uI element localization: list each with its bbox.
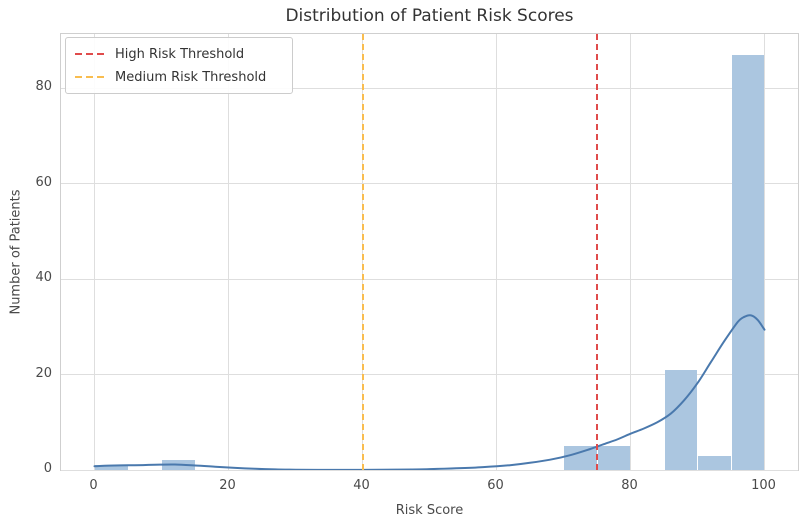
- x-tick-label: 20: [219, 478, 236, 493]
- legend: High Risk Threshold Medium Risk Threshol…: [65, 37, 293, 94]
- y-tick-label: 40: [35, 270, 52, 286]
- legend-item-medium-risk: Medium Risk Threshold: [75, 68, 282, 86]
- x-tick-label: 80: [621, 478, 638, 493]
- x-tick-label: 40: [353, 478, 370, 493]
- legend-item-high-risk: High Risk Threshold: [75, 45, 282, 63]
- threshold-line-high: [596, 34, 598, 470]
- gridline: [94, 34, 95, 470]
- y-tick-label: 60: [35, 174, 52, 190]
- gridline: [61, 183, 798, 185]
- histogram-bar: [162, 460, 195, 470]
- y-axis-label: Number of Patients: [8, 189, 24, 315]
- x-axis-label: Risk Score: [395, 503, 464, 518]
- legend-label: Medium Risk Threshold: [115, 69, 267, 85]
- x-tick-label: 0: [89, 478, 98, 493]
- x-tick-label: 100: [751, 478, 776, 493]
- gridline: [764, 34, 765, 470]
- legend-label: High Risk Threshold: [115, 46, 245, 62]
- gridline: [61, 469, 798, 471]
- gridline: [630, 34, 631, 470]
- histogram-bar: [731, 54, 764, 470]
- histogram-bar: [597, 446, 630, 470]
- gridline: [228, 34, 229, 470]
- histogram-bar: [664, 369, 697, 470]
- histogram-bar: [564, 446, 597, 470]
- chart-title: Distribution of Patient Risk Scores: [285, 6, 574, 26]
- y-tick-label: 80: [35, 79, 52, 95]
- medium-risk-dashed-line-swatch: [75, 76, 105, 78]
- gridline: [496, 34, 497, 470]
- gridline: [61, 278, 798, 280]
- y-tick-label: 0: [43, 461, 52, 476]
- plot-area: High Risk Threshold Medium Risk Threshol…: [60, 33, 799, 471]
- threshold-line-medium: [361, 34, 364, 470]
- histogram-bar: [95, 465, 128, 470]
- high-risk-dashed-line-swatch: [75, 53, 105, 55]
- gridline: [61, 87, 798, 89]
- y-tick-label: 20: [35, 365, 52, 381]
- histogram-bar: [698, 455, 731, 470]
- x-tick-label: 60: [487, 478, 504, 493]
